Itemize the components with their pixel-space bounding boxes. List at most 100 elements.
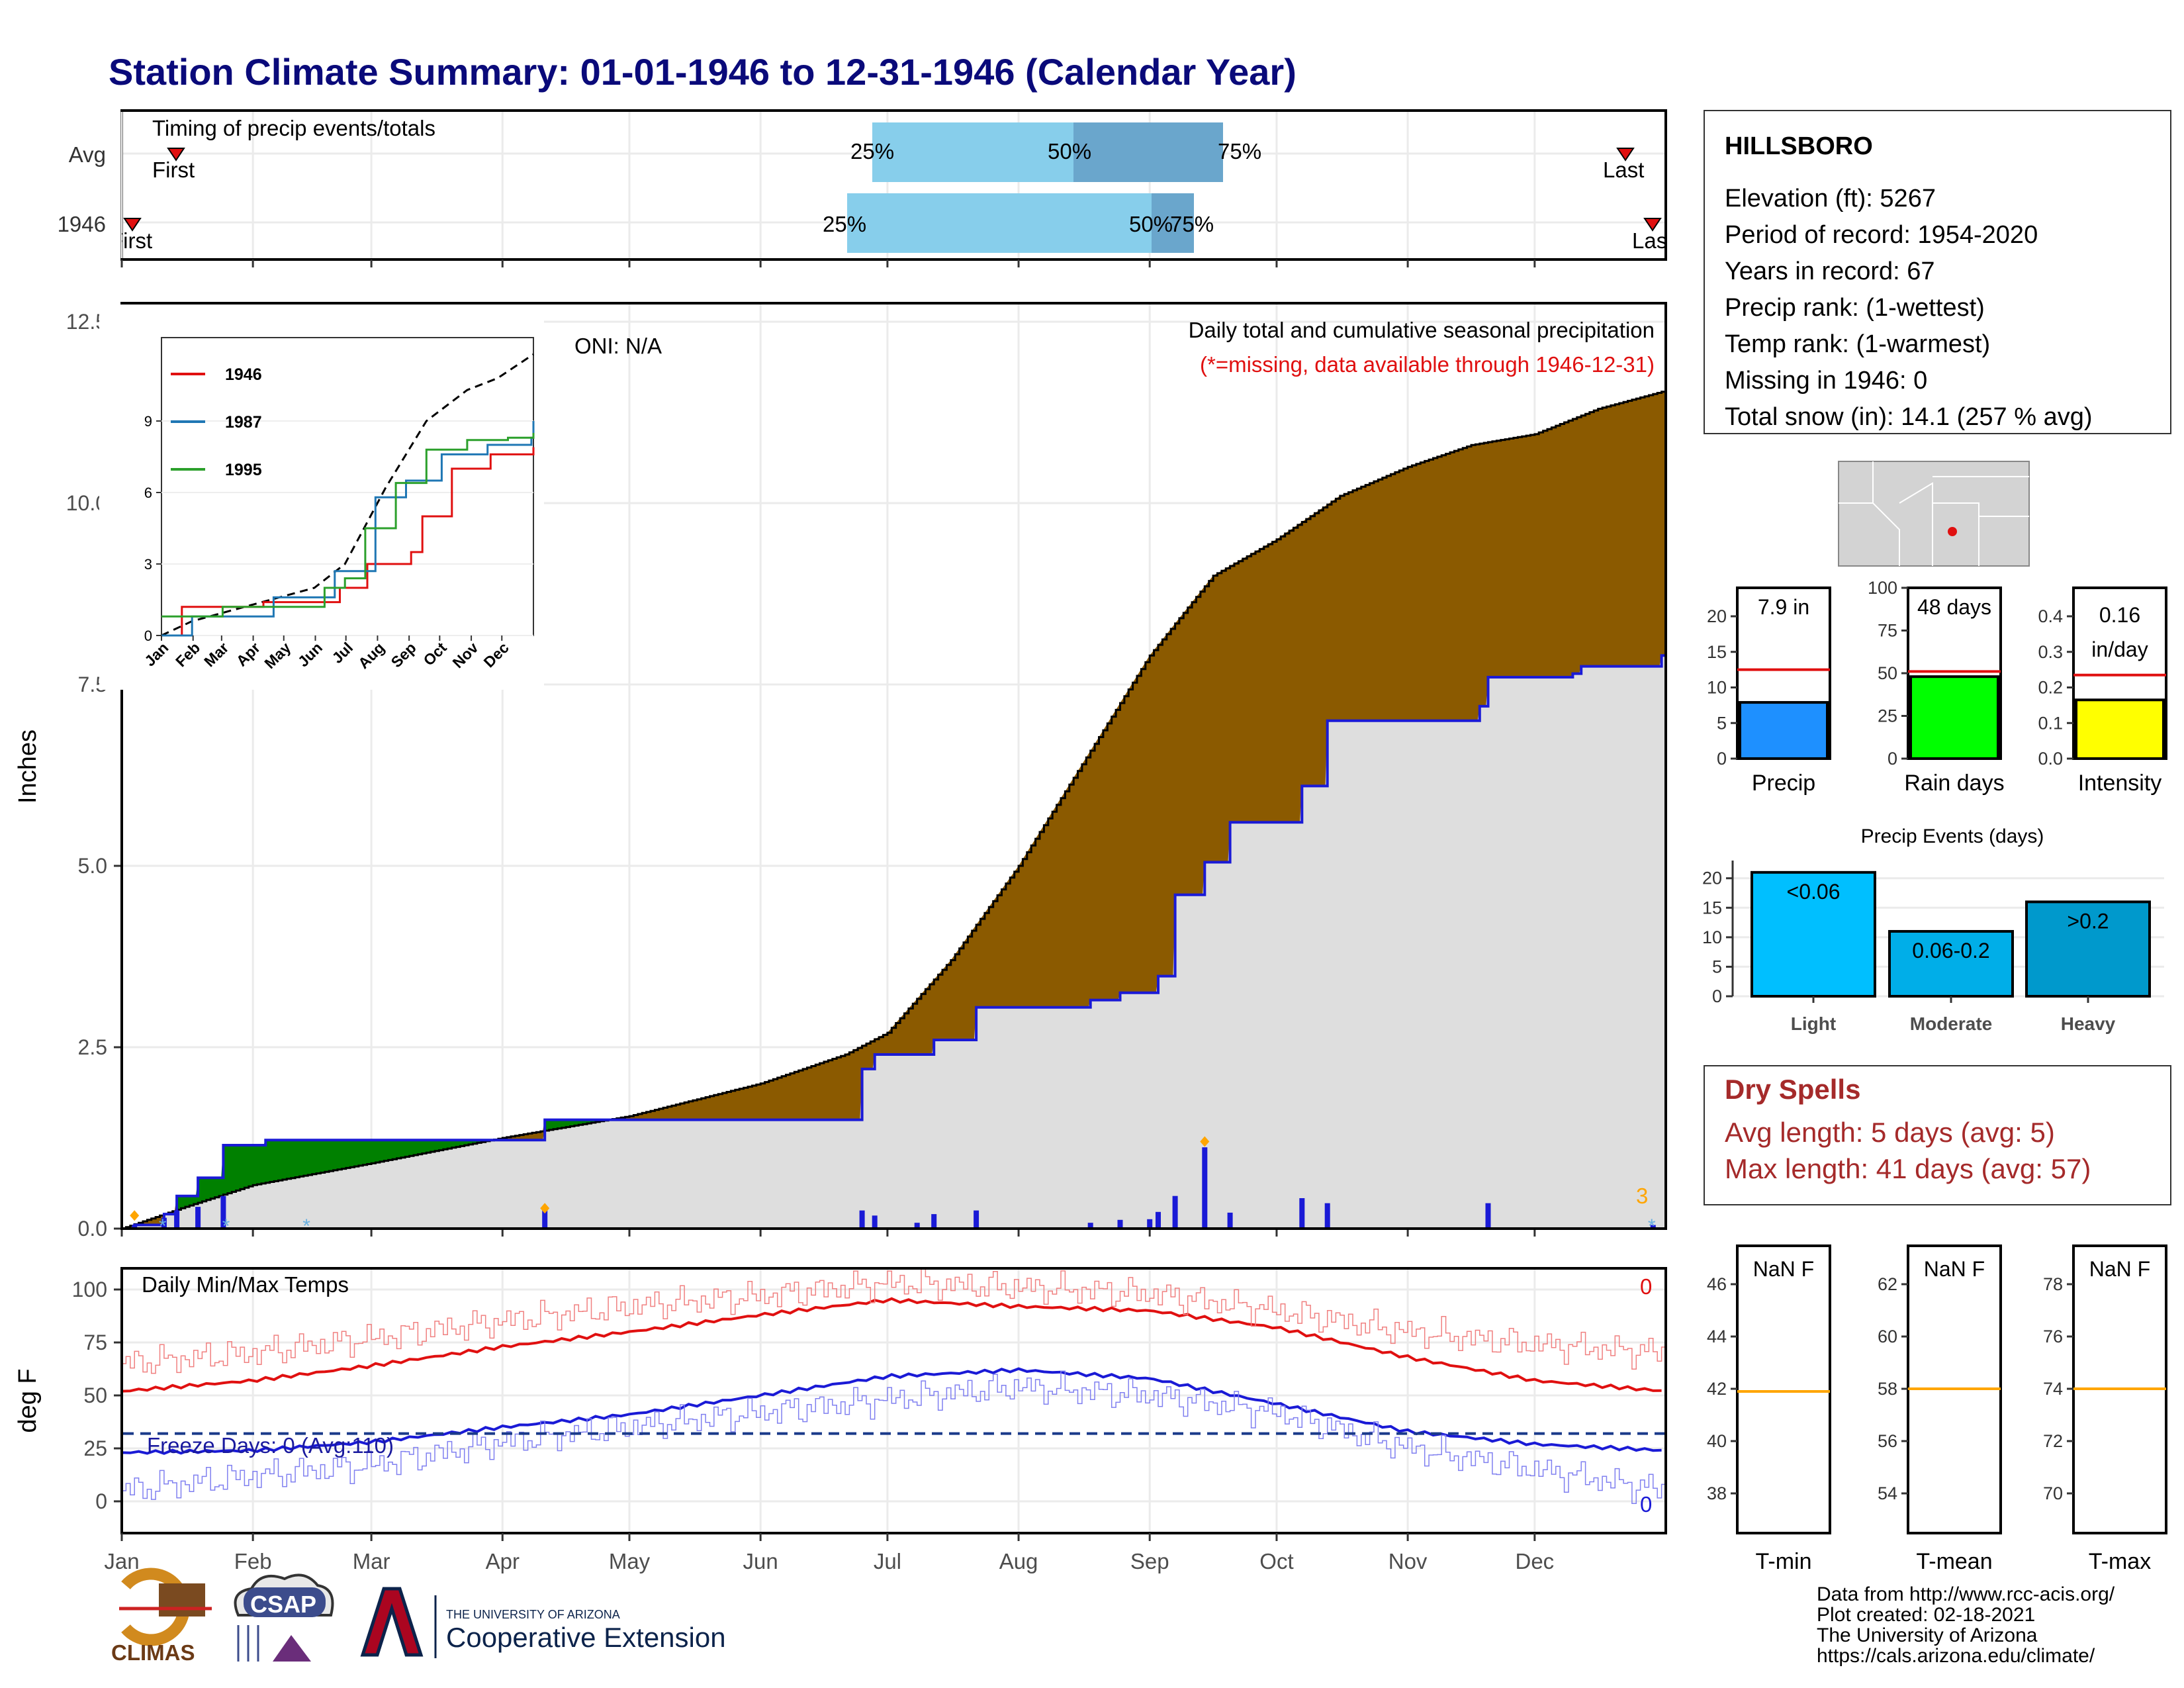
month-label: Apr	[486, 1549, 520, 1573]
events-category-label: Light	[1791, 1013, 1836, 1034]
avg-first-label: First	[152, 158, 195, 182]
info-line: Years in record: 67	[1725, 258, 1935, 285]
avg-iqr-low	[872, 122, 1073, 182]
summary-tick-label: 0.4	[2038, 606, 2063, 626]
timing-row-avg-label: Avg	[69, 142, 106, 167]
deficit-area	[608, 391, 1666, 1120]
daily-precip-bar	[174, 1210, 180, 1229]
precip-caption: Daily total and cumulative seasonal prec…	[1189, 318, 1655, 342]
year-last-label: Last	[1632, 228, 1673, 253]
summary-value-label: 0.16	[2099, 603, 2140, 627]
daily-precip-bar	[931, 1214, 937, 1229]
snow-marker	[130, 1210, 140, 1221]
summary-tick-label: 100	[1868, 578, 1897, 598]
avg-min-line	[121, 1367, 1662, 1455]
info-line: Temp rank: (1-warmest)	[1725, 330, 1990, 358]
year-iqr-low	[847, 193, 1152, 253]
summary-tick-label: 0.1	[2038, 713, 2063, 733]
temp-ytick-label: 75	[83, 1331, 107, 1354]
temp-ylabel: deg F	[14, 1368, 42, 1432]
summary-bar	[1909, 675, 1999, 760]
precip-ytick-label: 2.5	[78, 1035, 107, 1059]
events-tick-label: 10	[1702, 927, 1722, 947]
summary-bars: 0 5 10 15 20 7.9 in Precip 0 25 50 75 100 48 days Rai…	[1707, 578, 2167, 796]
avg-max-line	[121, 1297, 1662, 1393]
precip-events-panel: Precip Events (days) 0 5 10 15 20 <0.06 Light 0…	[1694, 825, 2171, 1036]
month-label: Jul	[874, 1549, 901, 1573]
temp-box-tick-label: 78	[2043, 1274, 2063, 1294]
daily-precip-bar	[1117, 1219, 1123, 1229]
locator-map	[1838, 461, 2030, 567]
max-count: 0	[1640, 1274, 1652, 1299]
inset-ytick-label: 6	[144, 485, 152, 501]
summary-tick-label: 0.2	[2038, 678, 2063, 698]
climas-logo: CLIMAS	[111, 1568, 212, 1665]
events-category-label: Heavy	[2061, 1013, 2116, 1034]
avg-iqr-high	[1073, 122, 1223, 182]
summary-value-label: 7.9 in	[1758, 595, 1809, 619]
summary-value-label: in/day	[2091, 637, 2148, 661]
trace-marker: *	[302, 1215, 310, 1237]
inset-legend-1946: 1946	[225, 365, 262, 384]
temp-box	[1736, 1244, 1831, 1534]
temp-box-tick-label: 74	[2043, 1379, 2063, 1399]
events-category-label: Moderate	[1910, 1013, 1992, 1034]
month-label: Jan	[104, 1549, 139, 1573]
daily-precip-bar	[1485, 1203, 1491, 1229]
station-dot	[1948, 527, 1957, 536]
temp-ytick-label: 25	[83, 1436, 107, 1460]
month-label: Aug	[999, 1549, 1038, 1573]
events-tick-label: 20	[1702, 868, 1722, 888]
dry-spells-box: Dry Spells Avg length: 5 days (avg: 5) M…	[1704, 1065, 2171, 1205]
events-bar-label: 0.06-0.2	[1912, 939, 1989, 962]
climas-wordmark: CLIMAS	[111, 1640, 195, 1665]
daily-precip-bar	[220, 1196, 226, 1229]
page-title: Station Climate Summary: 01-01-1946 to 1…	[109, 51, 1297, 93]
month-label: Jun	[743, 1549, 778, 1573]
temp-box-tick-label: 58	[1878, 1379, 1897, 1399]
temp-box-tick-label: 60	[1878, 1327, 1897, 1346]
summary-label: Intensity	[2078, 771, 2162, 796]
info-line: Precip rank: (1-wettest)	[1725, 294, 1985, 322]
dry-spells-avg: Avg length: 5 days (avg: 5)	[1725, 1117, 2055, 1148]
month-label: Feb	[234, 1549, 272, 1573]
station-name: HILLSBORO	[1725, 132, 1873, 160]
month-label: Oct	[1259, 1549, 1293, 1573]
year-q50: 50%	[1129, 212, 1173, 236]
csap-wordmark: CSAP	[250, 1591, 316, 1618]
temp-box-tick-label: 72	[2043, 1431, 2063, 1451]
temp-box-tick-label: 62	[1878, 1274, 1897, 1294]
avg-q50: 50%	[1048, 139, 1091, 164]
deficit-area	[122, 1196, 177, 1229]
daily-precip-bar	[1202, 1147, 1208, 1229]
year-last-marker	[1643, 218, 1662, 232]
summary-tick-label: 0.3	[2038, 642, 2063, 662]
month-label: Dec	[1516, 1549, 1555, 1573]
snow-marker	[540, 1203, 550, 1214]
daily-precip-bar	[1299, 1198, 1305, 1229]
precip-ytick-label: 0.0	[78, 1217, 107, 1241]
temp-box-label: T-mean	[1916, 1549, 1992, 1574]
summary-tick-label: 0	[1888, 749, 1897, 769]
climo-line	[122, 391, 1667, 1230]
temp-box-label: T-min	[1756, 1549, 1812, 1574]
inset-average-line	[161, 353, 534, 637]
precip-panel: * * * * 0.02.55.07.510.012.5 Inches ONI: N/…	[14, 302, 1667, 1241]
summary-tick-label: 25	[1878, 706, 1897, 726]
min-count: 0	[1640, 1492, 1652, 1517]
missing-note: (*=missing, data available through 1946-…	[1200, 352, 1655, 377]
temp-summary-boxes: 38 40 42 44 46 NaN F T-min 54 56 58 60 62 NaN F T-mea…	[1707, 1244, 2167, 1574]
temp-title: Daily Min/Max Temps	[142, 1272, 349, 1297]
events-tick-label: 15	[1702, 898, 1722, 917]
daily-precip-bar	[914, 1223, 920, 1229]
daily-max-line	[122, 1268, 1666, 1374]
events-tick-label: 0	[1712, 986, 1722, 1006]
info-box: HILLSBORO Elevation (ft): 5267 Period of…	[1704, 110, 2171, 434]
surplus-area	[177, 1140, 492, 1210]
year-iqr-high	[1152, 193, 1194, 253]
info-line: Missing in 1946: 0	[1725, 367, 1927, 395]
dry-spells-max: Max length: 41 days (avg: 57)	[1725, 1153, 2091, 1184]
year-first-label: First	[110, 228, 152, 253]
temp-box-value-label: NaN F	[1924, 1257, 1985, 1281]
